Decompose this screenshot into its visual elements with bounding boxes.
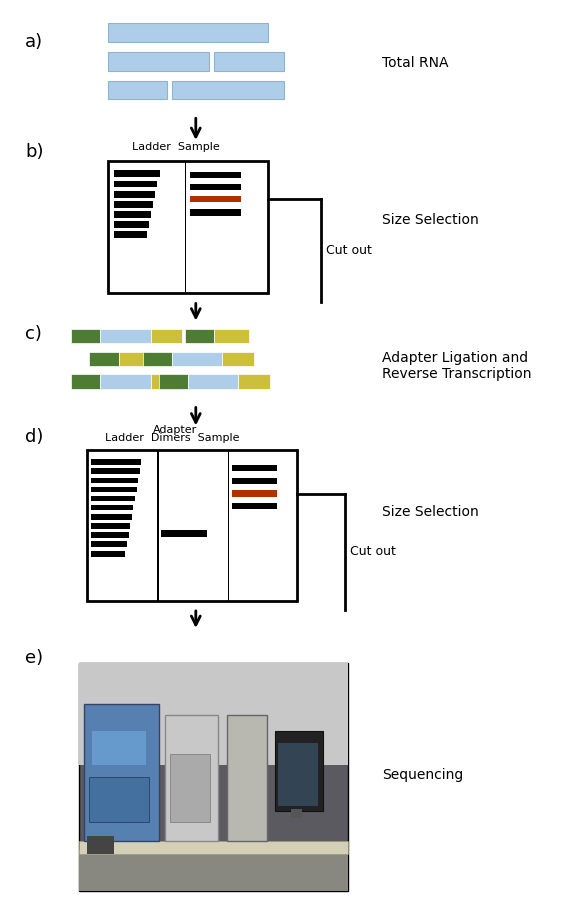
Bar — [91, 514, 132, 520]
Bar — [108, 52, 209, 70]
Bar — [79, 662, 348, 765]
Bar — [71, 374, 100, 389]
Text: Sequencing: Sequencing — [382, 768, 463, 782]
Bar — [185, 161, 186, 294]
Bar — [91, 523, 130, 529]
Bar — [114, 211, 151, 218]
Bar — [108, 81, 167, 99]
Bar — [114, 201, 153, 208]
Text: Ladder  Sample: Ladder Sample — [132, 142, 220, 152]
Bar — [91, 487, 137, 492]
Bar — [278, 743, 318, 806]
Bar — [214, 328, 249, 343]
Bar — [150, 374, 182, 389]
Text: Ladder  Dimers  Sample: Ladder Dimers Sample — [105, 433, 240, 443]
Bar — [214, 52, 284, 70]
Bar — [91, 468, 140, 474]
Bar — [86, 450, 297, 601]
Bar — [118, 351, 153, 366]
Bar — [185, 328, 214, 343]
Bar — [188, 374, 238, 389]
Bar — [232, 503, 277, 510]
Bar — [114, 170, 159, 177]
Bar — [79, 850, 348, 891]
Bar — [238, 374, 270, 389]
Bar — [190, 196, 241, 202]
Bar — [91, 505, 134, 511]
Bar — [165, 716, 218, 841]
Bar — [275, 731, 323, 811]
Text: Adapter: Adapter — [153, 425, 197, 435]
Bar — [92, 731, 146, 765]
Bar — [100, 328, 150, 343]
Bar — [84, 704, 159, 841]
Bar — [172, 351, 222, 366]
Text: Total RNA: Total RNA — [382, 57, 449, 70]
Bar — [100, 374, 150, 389]
Bar — [170, 754, 210, 823]
Bar — [291, 809, 302, 818]
Bar — [91, 542, 127, 547]
Bar — [232, 478, 277, 484]
Text: Cut out: Cut out — [327, 244, 372, 257]
Bar — [91, 552, 126, 557]
Bar — [162, 531, 206, 537]
Bar — [142, 351, 172, 366]
Text: Size Selection: Size Selection — [382, 505, 479, 519]
Bar — [91, 478, 138, 483]
Bar — [87, 836, 113, 855]
Bar — [89, 777, 149, 823]
Text: e): e) — [25, 649, 44, 667]
Text: c): c) — [25, 325, 42, 343]
Bar — [150, 328, 182, 343]
Bar — [222, 351, 254, 366]
Bar — [114, 231, 147, 238]
Bar — [79, 662, 348, 891]
Bar — [157, 450, 159, 601]
Bar — [71, 328, 100, 343]
Bar — [89, 351, 118, 366]
Bar — [159, 374, 188, 389]
Text: Adapter Ligation and
Reverse Transcription: Adapter Ligation and Reverse Transcripti… — [382, 351, 532, 382]
Bar — [172, 81, 284, 99]
Bar — [91, 496, 135, 501]
Bar — [190, 172, 241, 178]
Bar — [227, 716, 267, 841]
Text: Cut out: Cut out — [350, 545, 396, 558]
Bar — [228, 450, 229, 601]
Bar — [91, 533, 128, 538]
Text: a): a) — [25, 33, 44, 51]
Bar — [114, 181, 158, 188]
Bar — [190, 210, 241, 216]
Text: Size Selection: Size Selection — [382, 213, 479, 227]
Bar — [108, 23, 268, 41]
Bar — [232, 490, 277, 497]
Text: b): b) — [25, 143, 44, 161]
Bar — [114, 221, 149, 228]
Bar — [114, 191, 155, 198]
Bar — [190, 184, 241, 190]
Bar — [108, 161, 268, 294]
Bar — [232, 465, 277, 471]
Bar — [79, 841, 348, 855]
Bar — [91, 459, 141, 465]
Text: d): d) — [25, 428, 44, 447]
